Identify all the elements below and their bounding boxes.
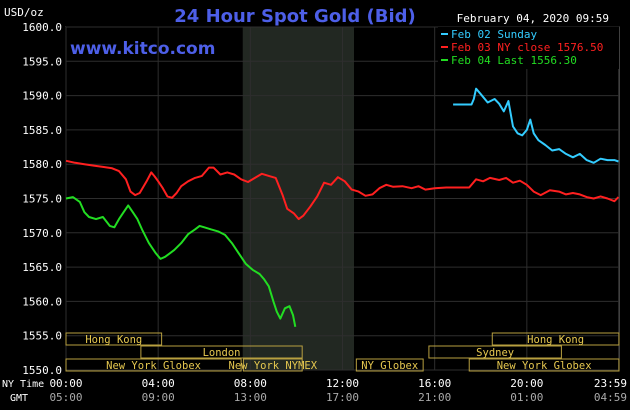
x-tick-label-gmt: 13:00 — [234, 391, 267, 404]
x-tick-label-ny: 08:00 — [234, 377, 267, 390]
session-box — [242, 358, 303, 372]
y-tick-label: 1600.0 — [22, 21, 62, 34]
x-tick-label-ny: 20:00 — [510, 377, 543, 390]
series-line-1 — [453, 87, 619, 164]
x-tick-label-ny: 23:59 — [594, 377, 627, 390]
x-tick-label-gmt: 05:00 — [49, 391, 82, 404]
y-tick-label: 1550.0 — [22, 364, 62, 377]
session-label: New York NYMEX — [229, 360, 318, 372]
y-tick-label: 1585.0 — [22, 124, 62, 137]
session-label: New York Globex — [106, 360, 201, 372]
legend-entry: Feb 02 Sunday — [451, 28, 537, 41]
plot-area: 1600.0 1595.0 1590.0 1585.0 1580.0 1575.0 1570… — [22, 21, 620, 377]
x-tick-label-gmt: 01:00 — [510, 391, 543, 404]
y-tick-label: 1560.0 — [22, 295, 62, 308]
x-tick-label-gmt: 21:00 — [418, 391, 451, 404]
y-tick-label: 1570.0 — [22, 227, 62, 240]
x-tick-label-gmt: 04:59 — [594, 391, 627, 404]
session-box — [65, 332, 163, 346]
x-tick-label-ny: 00:00 — [49, 377, 82, 390]
session-label: New York Globex — [497, 360, 592, 372]
session-label: London — [203, 347, 241, 359]
session-box — [140, 345, 303, 359]
y-tick-label: 1565.0 — [22, 261, 62, 274]
row-label-ny-time: NY Time — [2, 379, 44, 390]
y-tick-label: 1580.0 — [22, 158, 62, 171]
y-tick-label: 1575.0 — [22, 193, 62, 206]
session-label: NY Globex — [361, 360, 418, 372]
datetime-stamp: February 04, 2020 09:59 — [457, 12, 609, 25]
legend-entry: Feb 04 Last 1556.30 — [451, 54, 577, 67]
session-box — [355, 358, 424, 372]
x-tick-label-gmt: 17:00 — [326, 391, 359, 404]
series-line-2 — [65, 159, 620, 221]
x-tick-label-ny: 04:00 — [142, 377, 175, 390]
legend-entry: Feb 03 NY close 1576.50 — [451, 41, 603, 54]
x-tick-label-ny: 12:00 — [326, 377, 359, 390]
session-label: Hong Kong — [85, 334, 142, 346]
y-axis-label: USD/oz — [4, 6, 44, 19]
row-label-gmt: GMT — [10, 393, 28, 404]
y-tick-label: 1590.0 — [22, 90, 62, 103]
legend-background — [438, 27, 619, 69]
session-box — [468, 358, 620, 372]
x-tick-label-ny: 16:00 — [418, 377, 451, 390]
session-box — [428, 345, 562, 359]
session-box — [491, 332, 620, 346]
y-tick-label: 1555.0 — [22, 330, 62, 343]
series-line-3 — [65, 196, 297, 327]
session-box — [65, 358, 242, 372]
x-tick-label-gmt: 09:00 — [142, 391, 175, 404]
session-label: Sydney — [476, 347, 514, 359]
site-watermark: www.kitco.com — [70, 39, 215, 59]
y-tick-label: 1595.0 — [22, 55, 62, 68]
session-label: Hong Kong — [527, 334, 584, 346]
chart-title: 24 Hour Spot Gold (Bid) — [174, 6, 415, 27]
